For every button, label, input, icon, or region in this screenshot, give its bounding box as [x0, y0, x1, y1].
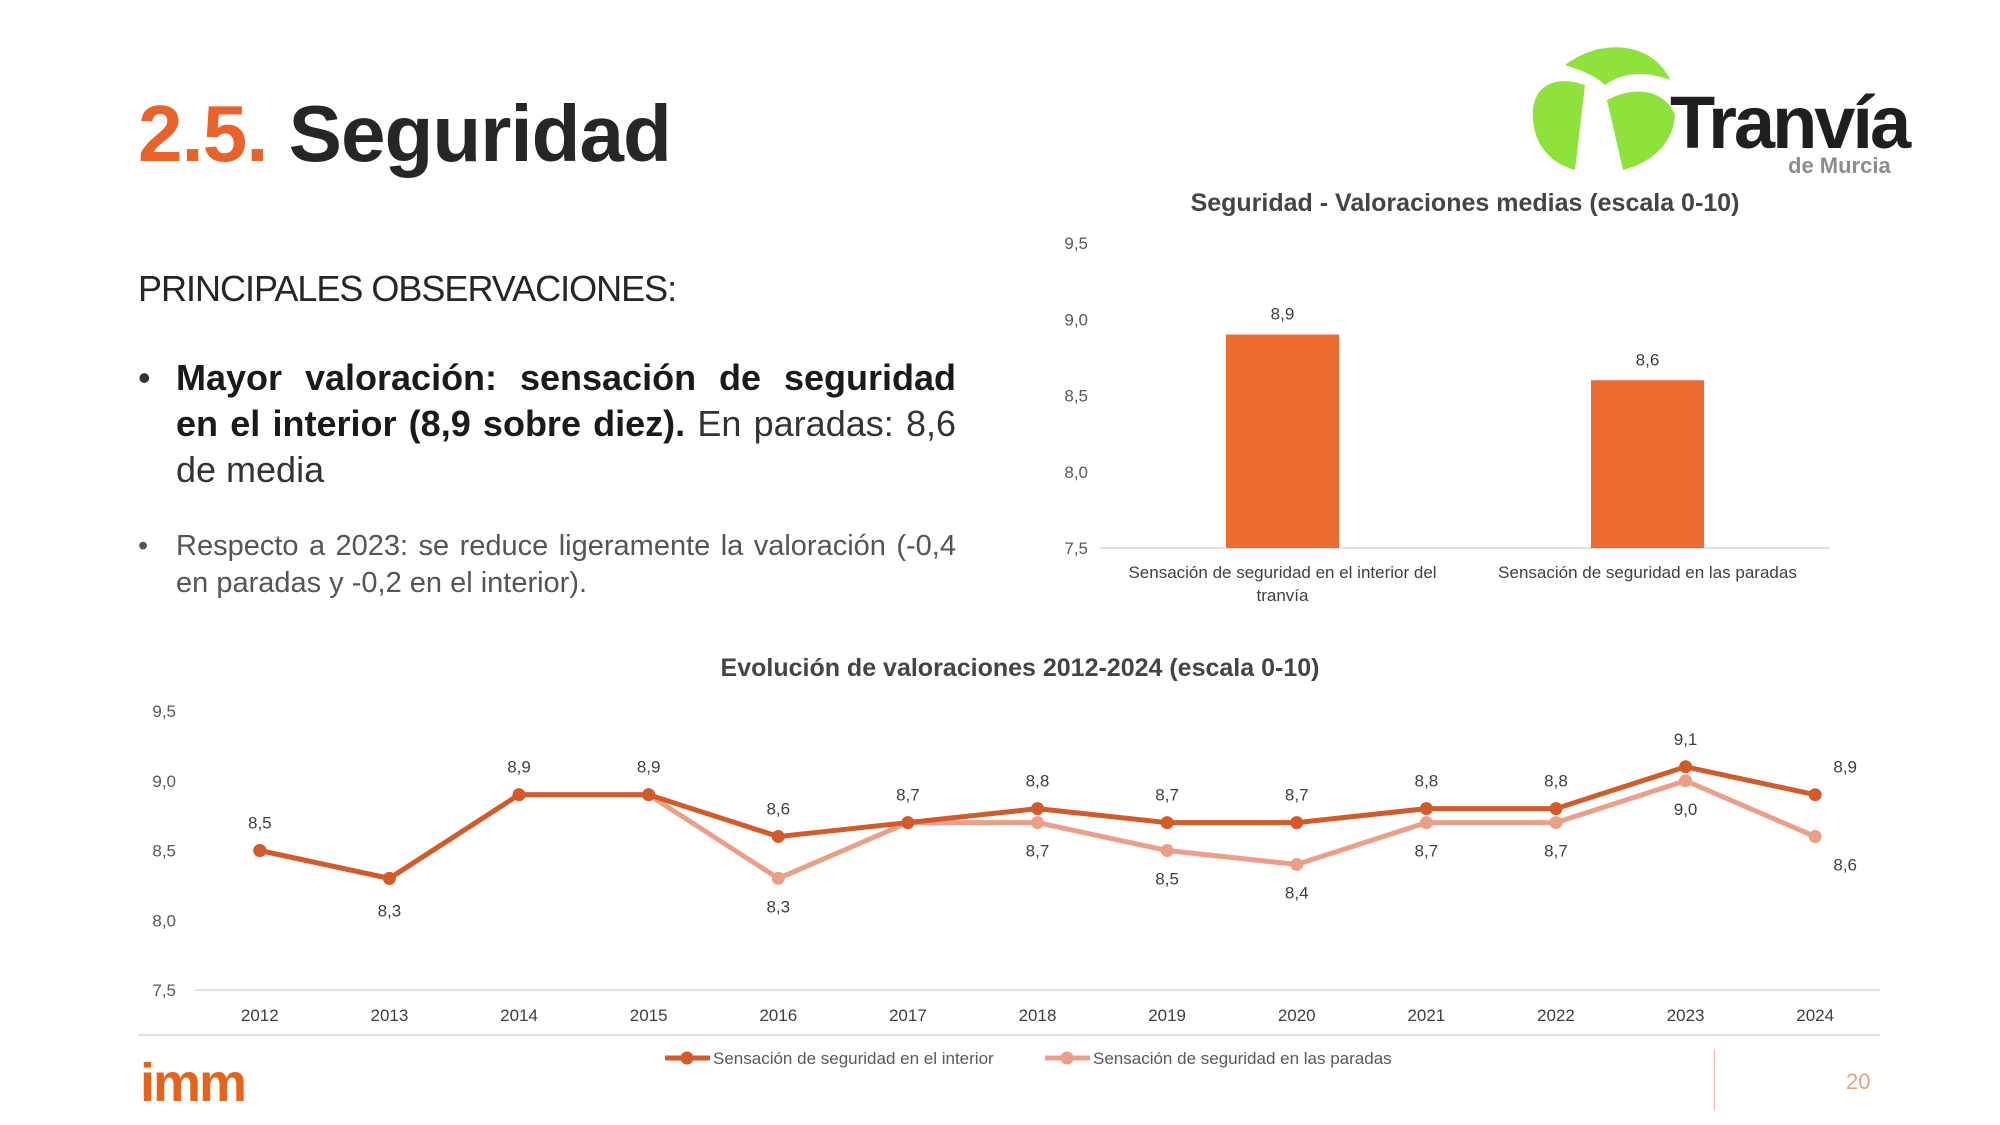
bar-y-tick-label: 9,0 [1064, 310, 1088, 329]
logo-subtitle: de Murcia [1788, 153, 1891, 178]
line-x-tick-label: 2016 [759, 1006, 797, 1025]
data-point [1419, 802, 1433, 816]
data-point [771, 830, 785, 844]
line-value-label: 8,7 [896, 786, 920, 805]
legend-label: Sensación de seguridad en el interior [713, 1049, 994, 1068]
data-point [253, 844, 267, 857]
line-y-tick-label: 8,5 [152, 842, 176, 861]
line-value-label: 8,9 [637, 758, 661, 777]
line-x-tick-label: 2023 [1667, 1006, 1705, 1025]
bar [1226, 334, 1339, 548]
line-value-label: 8,9 [1833, 758, 1857, 777]
footer-divider [1714, 1050, 1715, 1110]
line-value-label: 8,8 [1544, 772, 1568, 791]
line-value-label: 8,5 [1155, 870, 1179, 889]
data-point [512, 788, 526, 802]
legend-marker [1060, 1051, 1074, 1065]
line-x-tick-label: 2014 [500, 1006, 538, 1025]
line-value-label: 8,6 [766, 800, 790, 819]
data-point [1031, 802, 1044, 816]
page-title: 2.5. Seguridad [138, 88, 672, 180]
logo-name: Tranvía [1670, 81, 1911, 164]
line-x-tick-label: 2012 [241, 1006, 279, 1025]
data-point [1679, 774, 1693, 788]
line-x-tick-label: 2019 [1148, 1006, 1186, 1025]
line-value-label: 8,6 [1833, 856, 1857, 875]
line-value-label: 8,7 [1544, 842, 1568, 861]
bar-chart-title: Seguridad - Valoraciones medias (escala … [1191, 189, 1740, 217]
observation-bullet-2: • Respecto a 2023: se reduce ligeramente… [138, 528, 956, 602]
data-point [1549, 816, 1563, 830]
data-point [1808, 830, 1822, 844]
line-x-tick-label: 2015 [630, 1006, 668, 1025]
page-number: 20 [1846, 1069, 1871, 1094]
data-point [771, 871, 785, 885]
observations-heading: PRINCIPALES OBSERVACIONES: [138, 268, 677, 309]
line-value-label: 8,9 [507, 758, 531, 777]
bar-category-label: tranvía [1257, 586, 1310, 605]
line-x-tick-label: 2020 [1278, 1006, 1316, 1025]
data-point [1160, 844, 1174, 857]
line-value-label: 8,7 [1155, 786, 1179, 805]
bar-category-label: Sensación de seguridad en el interior de… [1128, 563, 1436, 582]
line-value-label: 8,4 [1285, 883, 1309, 902]
line-value-label: 8,5 [248, 814, 272, 833]
bar-y-tick-label: 8,0 [1064, 463, 1088, 482]
data-point [1808, 788, 1822, 802]
line-value-label: 9,1 [1674, 730, 1698, 749]
line-value-label: 8,7 [1026, 842, 1050, 861]
line-value-label: 8,3 [766, 897, 790, 916]
line-value-label: 8,7 [1415, 842, 1439, 861]
section-title: Seguridad [288, 89, 672, 178]
data-point [642, 788, 656, 802]
bar-value-label: 8,6 [1636, 350, 1660, 369]
line-value-label: 8,8 [1026, 772, 1050, 791]
observation-bullet-2-text: Respecto a 2023: se reduce ligeramente l… [176, 530, 956, 599]
bullet-dot: • [138, 530, 149, 562]
data-point [1419, 816, 1433, 830]
bar [1591, 380, 1704, 548]
bar-y-tick-label: 7,5 [1064, 539, 1088, 558]
data-point [382, 871, 396, 885]
line-y-tick-label: 9,0 [152, 772, 176, 791]
line-value-label: 8,8 [1415, 772, 1439, 791]
data-point [1160, 816, 1174, 830]
observation-bullet-1-bold: Mayor valoración: sensación de seguridad… [176, 357, 956, 444]
line-value-label: 8,3 [378, 901, 402, 920]
line-y-tick-label: 9,5 [152, 702, 176, 721]
observation-bullet-1-rest: En paradas: 8,6 de media [176, 403, 956, 490]
series-line-paradas [259, 778, 1817, 881]
line-x-tick-label: 2018 [1019, 1006, 1057, 1025]
data-point [1031, 816, 1044, 830]
line-x-tick-label: 2021 [1407, 1006, 1445, 1025]
line-y-tick-label: 8,0 [152, 911, 176, 930]
bar-y-tick-label: 9,5 [1064, 234, 1088, 253]
bullet-dot: • [138, 357, 151, 398]
legend-marker [680, 1051, 694, 1065]
line-x-tick-label: 2013 [371, 1006, 409, 1025]
line-x-tick-label: 2017 [889, 1006, 927, 1025]
bar-y-tick-label: 8,5 [1064, 387, 1088, 406]
observation-bullet-1: • Mayor valoración: sensación de segurid… [138, 355, 956, 493]
legend-label: Sensación de seguridad en las paradas [1093, 1049, 1392, 1068]
line-y-tick-label: 7,5 [152, 981, 176, 1000]
line-x-tick-label: 2024 [1796, 1006, 1834, 1025]
data-point [1679, 760, 1693, 774]
line-x-tick-label: 2022 [1537, 1006, 1575, 1025]
bar-category-label: Sensación de seguridad en las paradas [1498, 563, 1797, 582]
line-chart-title: Evolución de valoraciones 2012-2024 (esc… [721, 654, 1320, 682]
bar-value-label: 8,9 [1271, 305, 1295, 324]
tranvia-logo-icon [1532, 47, 1675, 170]
imm-logo: imm [140, 1053, 247, 1113]
line-value-label: 9,0 [1674, 800, 1698, 819]
data-point [901, 816, 915, 830]
data-point [1290, 857, 1304, 871]
section-number: 2.5. [138, 89, 268, 178]
data-point [1549, 802, 1563, 816]
data-point [1290, 816, 1304, 830]
line-value-label: 8,7 [1285, 786, 1309, 805]
